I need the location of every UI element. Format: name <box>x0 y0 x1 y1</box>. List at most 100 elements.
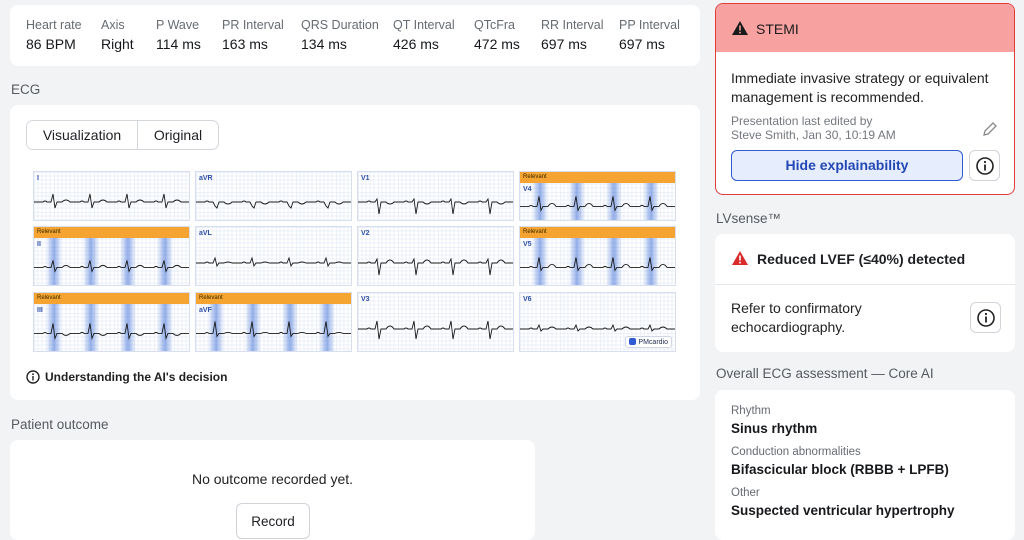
app: { "metrics": [ {"label": "Heart rate", "… <box>10 3 1015 540</box>
brand-logo: PMcardio <box>625 336 672 348</box>
metric-value: 697 ms <box>541 36 587 52</box>
ecg-trace <box>358 227 513 285</box>
metric-label: QTcFra <box>474 18 515 32</box>
warning-icon <box>732 21 748 35</box>
metric-value: Right <box>101 36 134 52</box>
ecg-lead: I <box>33 171 190 221</box>
lvsense-advice: Refer to confirmatory echocardiography. <box>731 300 862 335</box>
outcome-message: No outcome recorded yet. <box>191 471 354 487</box>
alert-card: STEMI Immediate invasive strategy or equ… <box>715 3 1015 195</box>
lead-name: I <box>37 175 39 182</box>
ecg-lead: Relevant V5 <box>519 226 676 286</box>
ecg-trace <box>196 172 351 220</box>
tab-group: Visualization Original <box>26 120 219 150</box>
metrics-card: Heart rate 86 BPM Axis Right P Wave 114 ms PR … <box>10 5 700 66</box>
lead-name: aVF <box>199 307 212 314</box>
ecg-waveform <box>520 257 675 272</box>
ecg-lead: Relevant aVF <box>195 292 352 352</box>
relevant-tag: Relevant <box>520 227 675 238</box>
assessment-label: Rhythm <box>731 405 771 417</box>
lead-name: V5 <box>523 241 532 248</box>
relevance-band <box>83 238 99 285</box>
ecg-trace <box>358 172 513 220</box>
grid <box>196 172 351 220</box>
ecg-lead: V2 <box>357 226 514 286</box>
record-button[interactable]: Record <box>236 503 310 539</box>
metric-value: 472 ms <box>474 36 520 52</box>
tab[interactable]: Original <box>153 127 203 143</box>
ecg-waveform <box>196 321 351 338</box>
explain-link[interactable]: Understanding the AI's decision <box>26 370 227 384</box>
relevance-band <box>46 238 62 285</box>
ecg-waveform <box>358 257 513 276</box>
ecg-waveform <box>34 260 189 273</box>
lead-name: V1 <box>361 175 370 182</box>
brand-icon <box>629 338 637 345</box>
metric-label: PP Interval <box>619 18 680 32</box>
alert-message: Immediate invasive strategy or equivalen… <box>731 70 989 105</box>
divider <box>715 284 1015 285</box>
outcome-card: No outcome recorded yet. Record <box>10 440 535 540</box>
relevant-tag: Relevant <box>34 293 189 304</box>
ecg-trace <box>34 172 189 220</box>
ecg-waveform <box>520 323 675 332</box>
ecg-lead: Relevant V4 <box>519 171 676 221</box>
info-icon <box>975 157 994 175</box>
info-icon <box>976 309 995 327</box>
grid <box>196 227 351 285</box>
metric-label: QT Interval <box>393 18 455 32</box>
assessment-value: Suspected ventricular hypertrophy <box>731 503 955 518</box>
hide-explainability-button[interactable]: Hide explainability <box>731 150 963 181</box>
ecg-trace <box>358 293 513 351</box>
ecg-lead: aVR <box>195 171 352 221</box>
lead-name: aVR <box>199 175 213 182</box>
relevance-band <box>120 238 136 285</box>
info-button[interactable] <box>970 302 1001 333</box>
metric-value: 134 ms <box>301 36 347 52</box>
lead-name: II <box>37 241 41 248</box>
metric-value: 426 ms <box>393 36 439 52</box>
assessment-label: Other <box>731 487 760 499</box>
metric-label: Heart rate <box>26 18 82 32</box>
section-title: ECG <box>11 82 41 97</box>
edited-label: Presentation last edited by <box>731 114 873 128</box>
alert-title: STEMI <box>756 21 799 37</box>
ecg-lead: V1 <box>357 171 514 221</box>
edited-by: Steve Smith, Jan 30, 10:19 AM <box>731 128 896 142</box>
metric-label: PR Interval <box>222 18 284 32</box>
info-button[interactable] <box>969 150 1000 181</box>
section-title: Patient outcome <box>11 417 109 432</box>
ecg-waveform <box>520 196 675 212</box>
lvsense-finding: Reduced LVEF (≤40%) detected <box>757 251 966 267</box>
edit-icon[interactable] <box>981 120 999 138</box>
metric-label: Axis <box>101 18 125 32</box>
section-title: Overall ECG assessment — Core AI <box>716 366 934 381</box>
ecg-waveform <box>358 197 513 215</box>
relevant-tag: Relevant <box>34 227 189 238</box>
tab[interactable]: Visualization <box>27 121 138 149</box>
section-title: LVsense™ <box>716 211 782 226</box>
ecg-waveform <box>196 256 351 268</box>
lead-name: V3 <box>361 296 370 303</box>
metric-value: 114 ms <box>156 36 201 52</box>
metric-label: RR Interval <box>541 18 604 32</box>
assessment-value: Sinus rhythm <box>731 421 818 436</box>
ecg-waveform <box>34 323 189 341</box>
lead-name: V6 <box>523 296 532 303</box>
metric-value: 86 BPM <box>26 36 76 52</box>
lead-name: III <box>37 307 43 314</box>
ecg-trace <box>196 227 351 285</box>
ecg-lead: V3 <box>357 292 514 352</box>
ecg-waveform <box>196 200 351 209</box>
metric-value: 163 ms <box>222 36 268 52</box>
lead-name: V4 <box>523 186 532 193</box>
ecg-lead: V6 PMcardio <box>519 292 676 352</box>
metric-label: P Wave <box>156 18 200 32</box>
relevant-tag: Relevant <box>196 293 351 304</box>
ecg-lead: aVL <box>195 226 352 286</box>
assessment-label: Conduction abnormalities <box>731 446 861 458</box>
info-icon <box>26 370 40 384</box>
lead-name: aVL <box>199 230 212 237</box>
metric-label: QRS Duration <box>301 18 379 32</box>
grid <box>358 293 513 351</box>
